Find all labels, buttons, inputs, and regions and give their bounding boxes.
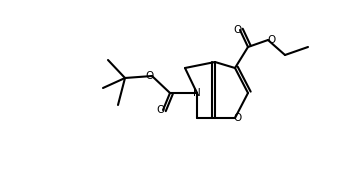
Text: O: O xyxy=(156,105,164,115)
Text: O: O xyxy=(145,71,153,81)
Text: O: O xyxy=(267,35,275,45)
Text: O: O xyxy=(233,25,241,35)
Text: O: O xyxy=(233,113,241,123)
Text: N: N xyxy=(193,88,201,98)
